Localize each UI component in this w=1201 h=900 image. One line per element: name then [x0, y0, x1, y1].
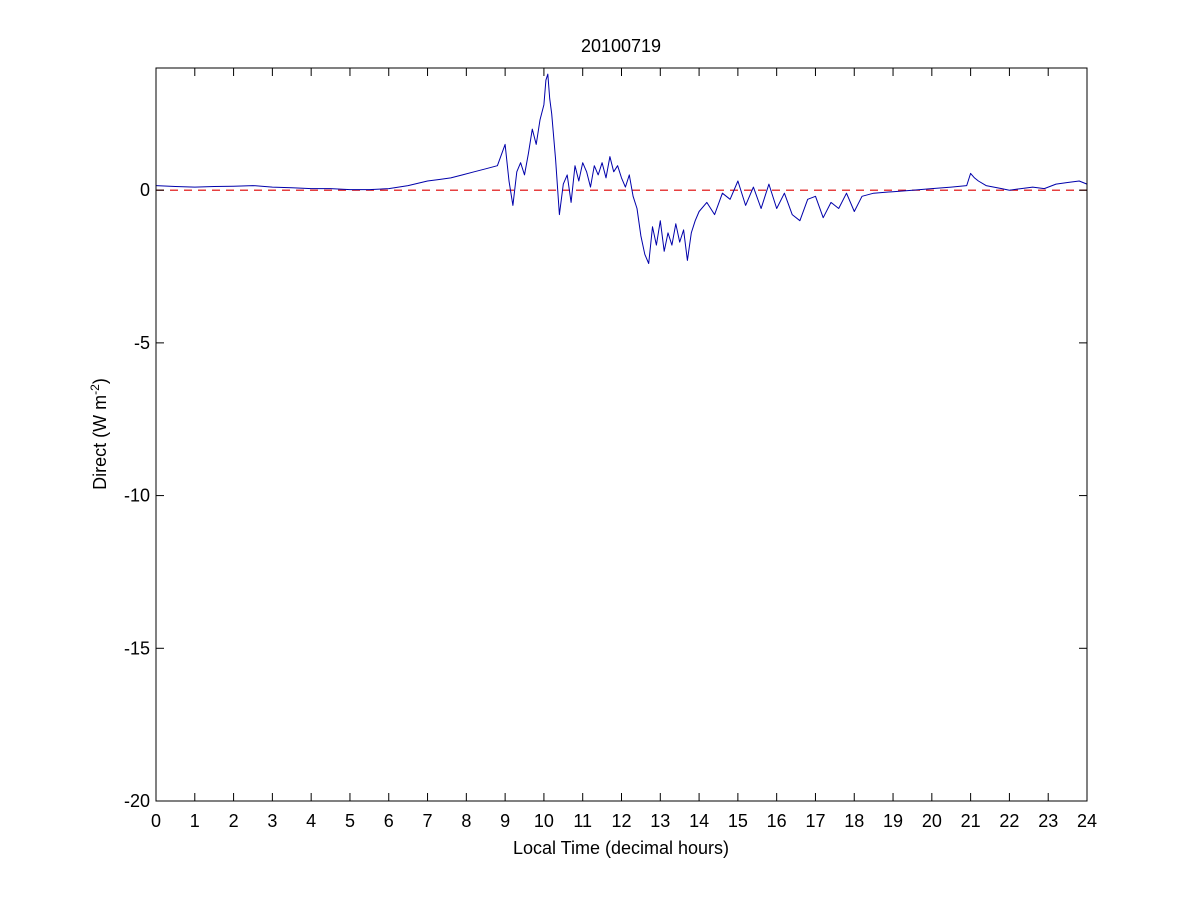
x-tick-label: 1 [190, 811, 200, 831]
x-axis-title: Local Time (decimal hours) [513, 838, 729, 858]
y-axis: 0 -5 -10 -15 -20 [124, 180, 1087, 811]
x-tick-label: 23 [1038, 811, 1058, 831]
y-axis-title-main: Direct (W m [90, 395, 110, 490]
x-tick-label: 0 [151, 811, 161, 831]
x-tick-label: 24 [1077, 811, 1097, 831]
x-tick-label: 2 [229, 811, 239, 831]
x-axis: 0 1 2 3 4 5 6 7 8 9 10 11 12 13 14 15 16 17 18 19 20 21 22 23 24 [151, 68, 1097, 831]
x-tick-label: 8 [461, 811, 471, 831]
x-tick-label: 12 [611, 811, 631, 831]
x-tick-label: 17 [805, 811, 825, 831]
x-tick-label: 7 [423, 811, 433, 831]
plot-area [155, 67, 1088, 802]
y-axis-title: Direct (W m-2) [88, 378, 110, 490]
x-tick-label: 18 [844, 811, 864, 831]
y-tick-label: -15 [124, 638, 150, 658]
x-tick-label: 6 [384, 811, 394, 831]
x-tick-label: 22 [999, 811, 1019, 831]
x-tick-label: 5 [345, 811, 355, 831]
x-tick-label: 13 [650, 811, 670, 831]
y-axis-title-superscript: -2 [88, 384, 102, 395]
x-tick-label: 11 [573, 811, 592, 831]
x-tick-label: 15 [728, 811, 748, 831]
y-tick-label: -5 [134, 333, 150, 353]
y-axis-title-end: ) [90, 378, 110, 384]
series-layer [155, 73, 1088, 264]
y-tick-label: -10 [124, 486, 150, 506]
series-line [155, 73, 1088, 264]
x-tick-label: 9 [500, 811, 510, 831]
x-tick-label: 16 [767, 811, 787, 831]
x-tick-label: 14 [689, 811, 709, 831]
x-tick-label: 19 [883, 811, 903, 831]
x-tick-label: 3 [267, 811, 277, 831]
x-tick-label: 4 [306, 811, 316, 831]
x-tick-label: 21 [961, 811, 981, 831]
y-tick-label: 0 [140, 180, 150, 200]
chart-title: 20100719 [581, 36, 661, 56]
y-tick-label: -20 [124, 791, 150, 811]
x-tick-label: 20 [922, 811, 942, 831]
x-tick-label: 10 [534, 811, 554, 831]
